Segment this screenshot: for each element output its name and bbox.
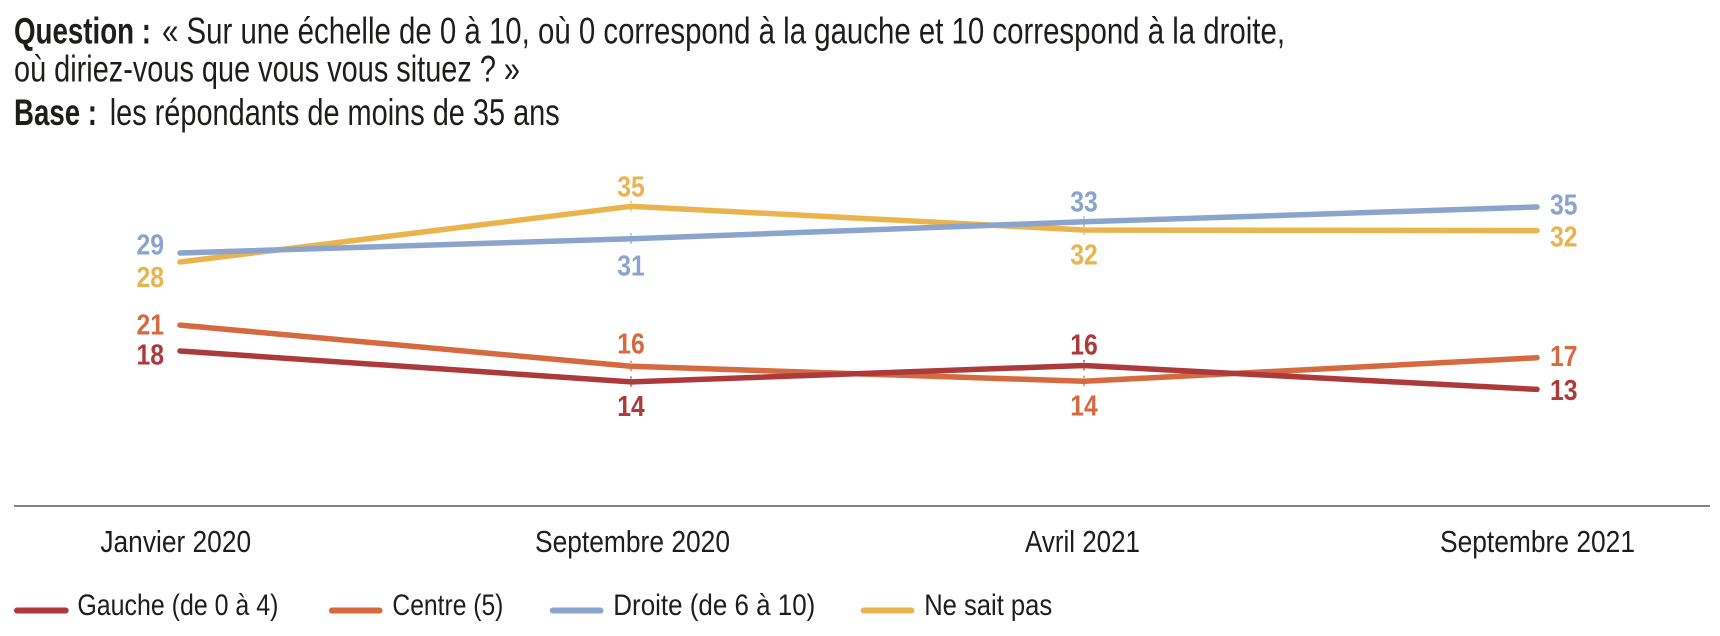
svg-text:Droite (de 6 à 10): Droite (de 6 à 10)	[613, 589, 815, 622]
svg-text:Septembre 2021: Septembre 2021	[1440, 524, 1635, 559]
svg-text:Septembre 2020: Septembre 2020	[535, 524, 730, 559]
svg-text:21: 21	[137, 309, 165, 341]
svg-text:35: 35	[617, 171, 645, 203]
svg-text:« Sur une échelle de 0 à 10, o: « Sur une échelle de 0 à 10, où 0 corres…	[162, 9, 1285, 51]
svg-text:Question :: Question :	[14, 9, 151, 51]
svg-text:où diriez-vous que vous vous s: où diriez-vous que vous vous situez ? »	[14, 48, 520, 90]
svg-text:16: 16	[617, 329, 645, 361]
svg-text:16: 16	[1070, 330, 1098, 362]
svg-text:Janvier 2020: Janvier 2020	[100, 524, 251, 559]
svg-text:Base :: Base :	[14, 91, 97, 133]
svg-text:18: 18	[137, 340, 165, 372]
svg-text:35: 35	[1550, 189, 1578, 221]
svg-text:33: 33	[1070, 187, 1098, 219]
svg-text:Avril 2021: Avril 2021	[1025, 524, 1140, 559]
svg-text:13: 13	[1550, 375, 1578, 407]
svg-text:les répondants de moins de 35: les répondants de moins de 35 ans	[110, 91, 560, 133]
svg-text:28: 28	[137, 262, 165, 294]
svg-text:32: 32	[1550, 221, 1578, 253]
svg-text:31: 31	[617, 251, 645, 283]
svg-text:Ne sait pas: Ne sait pas	[924, 589, 1052, 622]
svg-text:Centre (5): Centre (5)	[392, 589, 503, 622]
svg-text:14: 14	[1070, 391, 1098, 423]
svg-text:Gauche (de 0 à 4): Gauche (de 0 à 4)	[77, 589, 278, 622]
svg-text:32: 32	[1070, 240, 1098, 272]
svg-text:14: 14	[617, 391, 645, 423]
svg-text:29: 29	[137, 229, 165, 261]
svg-text:17: 17	[1550, 341, 1578, 373]
